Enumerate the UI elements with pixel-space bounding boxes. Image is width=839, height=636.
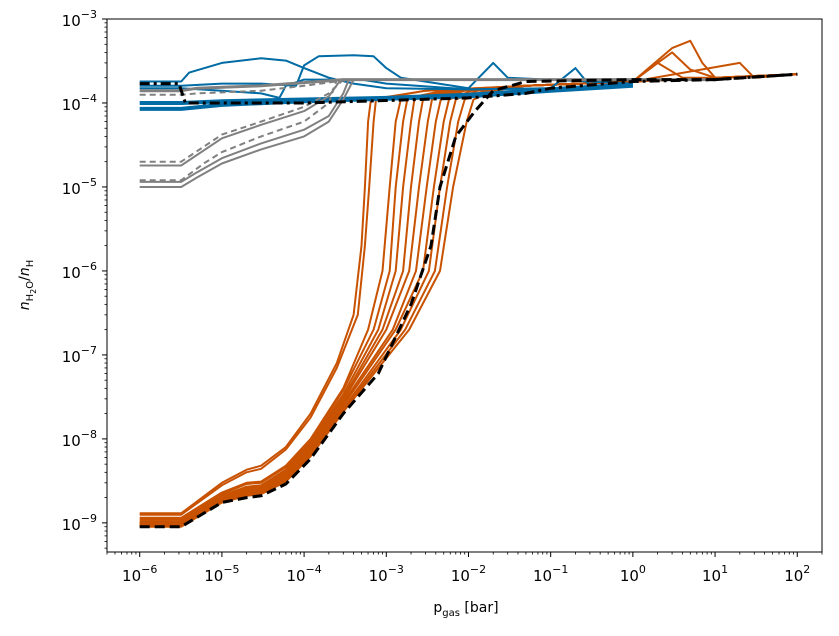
x-tick-label: 10−2 [451, 563, 486, 585]
x-tick-label: 100 [620, 563, 646, 585]
series-line-orange-0 [139, 39, 798, 515]
x-axis-label: pgas [bar] [433, 600, 498, 619]
x-tick-label: 10−4 [286, 563, 321, 585]
y-tick-label: 10−9 [62, 512, 97, 534]
x-tick-label: 10−6 [122, 563, 157, 585]
series-line-gray-23 [139, 78, 716, 93]
y-tick-label: 10−5 [62, 176, 97, 198]
series-line-orange-11 [139, 73, 798, 528]
series-line-gray-21 [139, 78, 716, 167]
series-line-orange-9 [139, 73, 798, 527]
x-tick-label: 101 [702, 563, 728, 585]
series-line-orange-1 [139, 51, 798, 516]
series-line-orange-3 [139, 61, 798, 521]
series-line-orange-10 [139, 73, 798, 528]
series-line-orange-5 [139, 73, 798, 524]
y-tick-label: 10−8 [62, 428, 97, 450]
x-tick-label: 10−3 [369, 563, 404, 585]
y-tick-label: 10−7 [62, 344, 97, 366]
series-line-orange-2 [139, 61, 798, 519]
series-line-blue-13 [139, 54, 633, 90]
series-line-gray-20 [139, 78, 716, 163]
x-tick-label: 10−5 [204, 563, 239, 585]
y-axis-label: nH2O/nH [17, 260, 38, 311]
series-line-orange-8 [139, 73, 798, 527]
series-line-orange-7 [139, 73, 798, 526]
series-line-orange-6 [139, 73, 798, 524]
y-tick-label: 10−4 [62, 92, 97, 114]
y-tick-label: 10−6 [62, 260, 97, 282]
y-tick-label: 10−3 [62, 8, 97, 30]
series-line-black-25 [139, 72, 798, 105]
series-layer [139, 39, 798, 529]
series-line-orange-4 [139, 73, 798, 523]
x-tick-label: 10−1 [533, 563, 568, 585]
x-tick-label: 102 [784, 563, 810, 585]
series-line-blue-16 [139, 83, 634, 111]
series-line-black-24 [139, 72, 798, 529]
tick-layer: 10−6 10−5 10−4 10−3 10−2 10−1 100 101 102 10−9 10−… [62, 8, 823, 585]
